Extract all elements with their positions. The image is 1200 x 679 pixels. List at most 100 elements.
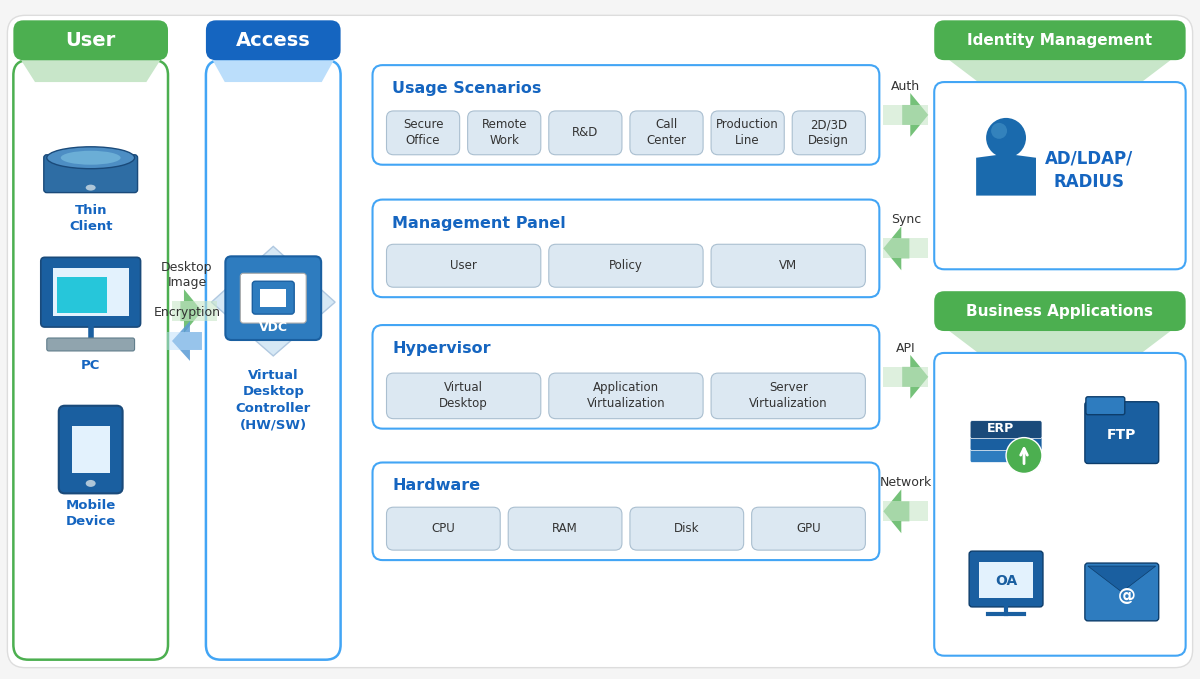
Text: VM: VM — [779, 259, 797, 272]
FancyBboxPatch shape — [59, 406, 122, 494]
Polygon shape — [949, 60, 1170, 82]
Text: 2D/3D
Design: 2D/3D Design — [809, 118, 850, 147]
FancyBboxPatch shape — [630, 111, 703, 155]
FancyBboxPatch shape — [548, 373, 703, 419]
FancyBboxPatch shape — [372, 200, 880, 297]
FancyBboxPatch shape — [970, 445, 1042, 462]
Text: Production
Line: Production Line — [716, 118, 779, 147]
Text: Hardware: Hardware — [392, 479, 481, 494]
Text: GPU: GPU — [797, 522, 821, 535]
Polygon shape — [1088, 566, 1156, 592]
FancyBboxPatch shape — [935, 291, 1186, 331]
FancyBboxPatch shape — [970, 551, 1043, 607]
FancyBboxPatch shape — [43, 155, 138, 193]
FancyBboxPatch shape — [792, 111, 865, 155]
Text: R&D: R&D — [572, 126, 599, 139]
FancyBboxPatch shape — [372, 462, 880, 560]
Ellipse shape — [85, 480, 96, 487]
Polygon shape — [883, 105, 929, 125]
Text: Identity Management: Identity Management — [967, 33, 1152, 48]
FancyBboxPatch shape — [47, 338, 134, 351]
Text: Desktop
Image: Desktop Image — [161, 261, 212, 289]
FancyBboxPatch shape — [53, 268, 128, 316]
Text: Management Panel: Management Panel — [392, 215, 566, 230]
FancyBboxPatch shape — [13, 60, 168, 660]
Polygon shape — [883, 367, 929, 387]
FancyBboxPatch shape — [386, 111, 460, 155]
Text: @: @ — [1118, 587, 1135, 605]
FancyBboxPatch shape — [386, 507, 500, 550]
Text: Call
Center: Call Center — [647, 118, 686, 147]
Text: Auth: Auth — [892, 80, 920, 93]
FancyBboxPatch shape — [970, 433, 1042, 451]
FancyBboxPatch shape — [72, 426, 109, 473]
FancyBboxPatch shape — [1085, 402, 1159, 464]
Polygon shape — [172, 321, 202, 361]
Polygon shape — [883, 238, 929, 258]
Text: CPU: CPU — [432, 522, 455, 535]
FancyBboxPatch shape — [13, 20, 168, 60]
FancyBboxPatch shape — [979, 562, 1033, 598]
FancyBboxPatch shape — [41, 257, 140, 327]
Text: Policy: Policy — [610, 259, 643, 272]
FancyBboxPatch shape — [548, 111, 622, 155]
Text: OA: OA — [995, 574, 1018, 588]
FancyBboxPatch shape — [548, 244, 703, 287]
FancyBboxPatch shape — [372, 325, 880, 428]
Text: Thin
Client: Thin Client — [68, 204, 113, 233]
FancyBboxPatch shape — [1086, 397, 1124, 415]
Text: Application
Virtualization: Application Virtualization — [587, 382, 665, 410]
FancyBboxPatch shape — [712, 111, 785, 155]
FancyBboxPatch shape — [386, 244, 541, 287]
Circle shape — [991, 123, 1007, 139]
Text: AD/LDAP/
RADIUS: AD/LDAP/ RADIUS — [1045, 150, 1133, 191]
Text: Usage Scenarios: Usage Scenarios — [392, 81, 542, 96]
Text: Virtual
Desktop: Virtual Desktop — [439, 382, 488, 410]
FancyBboxPatch shape — [206, 60, 341, 660]
FancyBboxPatch shape — [935, 82, 1186, 270]
Text: Mobile
Device: Mobile Device — [66, 499, 116, 528]
Text: Server
Virtualization: Server Virtualization — [749, 382, 828, 410]
Text: Remote
Work: Remote Work — [481, 118, 527, 147]
FancyBboxPatch shape — [712, 244, 865, 287]
FancyBboxPatch shape — [468, 111, 541, 155]
Ellipse shape — [47, 147, 134, 168]
FancyBboxPatch shape — [935, 353, 1186, 656]
FancyBboxPatch shape — [7, 16, 1193, 667]
Text: RAM: RAM — [552, 522, 578, 535]
Ellipse shape — [61, 151, 121, 165]
Polygon shape — [172, 301, 217, 321]
FancyBboxPatch shape — [509, 507, 622, 550]
Ellipse shape — [85, 185, 96, 191]
Circle shape — [1006, 437, 1042, 473]
FancyBboxPatch shape — [630, 507, 744, 550]
FancyBboxPatch shape — [935, 20, 1186, 60]
Text: User: User — [66, 31, 116, 50]
Text: Hypervisor: Hypervisor — [392, 341, 491, 356]
FancyBboxPatch shape — [56, 277, 107, 313]
FancyBboxPatch shape — [386, 373, 541, 419]
Polygon shape — [976, 153, 1036, 196]
Text: FTP: FTP — [1108, 428, 1136, 441]
Polygon shape — [22, 60, 161, 82]
Text: Secure
Office: Secure Office — [403, 118, 443, 147]
FancyBboxPatch shape — [260, 289, 287, 307]
Polygon shape — [211, 246, 335, 356]
Polygon shape — [167, 332, 202, 350]
Polygon shape — [212, 60, 334, 82]
Text: Access: Access — [236, 31, 311, 50]
Text: ERP: ERP — [986, 422, 1014, 435]
FancyBboxPatch shape — [970, 421, 1042, 439]
Text: User: User — [450, 259, 478, 272]
FancyBboxPatch shape — [226, 257, 322, 340]
FancyBboxPatch shape — [712, 373, 865, 419]
Text: Virtual
Desktop
Controller
(HW/SW): Virtual Desktop Controller (HW/SW) — [235, 369, 311, 431]
Text: Business Applications: Business Applications — [966, 304, 1153, 318]
FancyBboxPatch shape — [240, 273, 306, 323]
Polygon shape — [902, 355, 929, 399]
Polygon shape — [883, 227, 910, 270]
FancyBboxPatch shape — [751, 507, 865, 550]
FancyBboxPatch shape — [206, 20, 341, 60]
Text: API: API — [896, 342, 916, 355]
Text: Sync: Sync — [890, 213, 920, 227]
